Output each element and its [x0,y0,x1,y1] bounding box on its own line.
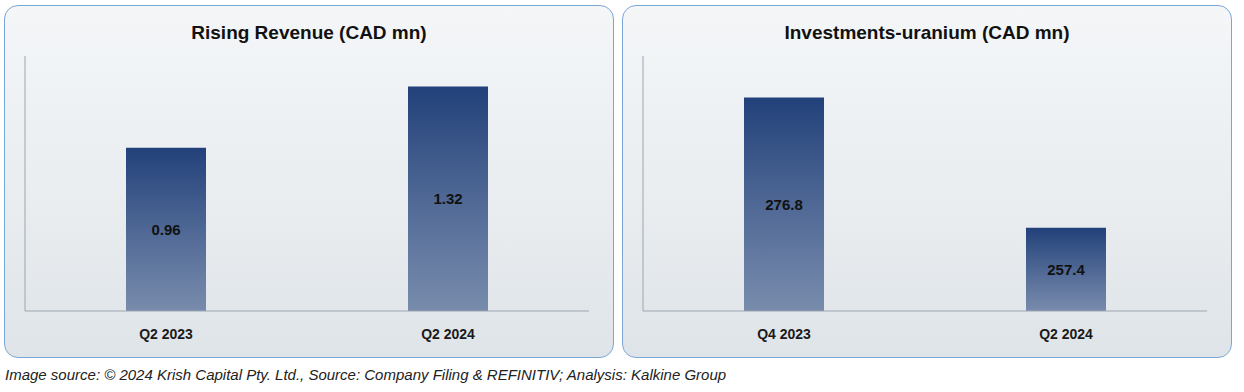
svg-text:1.32: 1.32 [433,190,462,207]
svg-text:0.96: 0.96 [151,221,180,238]
svg-text:Q4 2023: Q4 2023 [757,326,811,342]
svg-text:Q2 2024: Q2 2024 [1039,326,1093,342]
svg-text:276.8: 276.8 [765,196,803,213]
svg-text:Q2 2023: Q2 2023 [139,326,193,342]
html-text:Image source: © 2024 Krish Cap: Image source: © 2024 Krish Capital Pty. … [5,366,727,383]
svg-text:257.4: 257.4 [1047,261,1085,278]
svg-text:Q2 2024: Q2 2024 [421,326,475,342]
html-text:Rising Revenue (CAD mn): Rising Revenue (CAD mn) [191,22,427,43]
html-text:Investments-uranium (CAD mn): Investments-uranium (CAD mn) [784,22,1070,43]
